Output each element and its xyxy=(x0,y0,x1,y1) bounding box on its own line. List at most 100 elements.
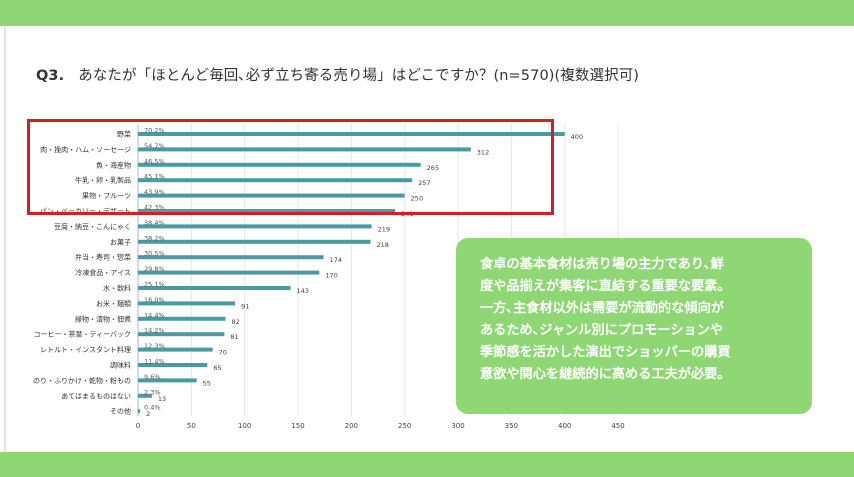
x-tick-label: 50 xyxy=(187,422,196,430)
value-label: 70 xyxy=(219,349,227,357)
question-title: Q3. あなたが「ほとんど毎回､必ず立ち寄る売り場」はどこですか？(n=570)(… xyxy=(36,64,639,85)
value-label: 82 xyxy=(231,318,239,326)
percent-label: 11.4% xyxy=(144,358,165,366)
category-label: 牛乳・卵・乳製品 xyxy=(75,176,131,185)
bar xyxy=(138,286,291,290)
percent-label: 70.2% xyxy=(144,127,165,135)
bar xyxy=(138,162,421,167)
callout-box: 食卓の基本食材は売り場の主力であり､鮮 度や品揃えが集客に直結する重要な要素。 … xyxy=(456,238,812,414)
bar xyxy=(138,193,405,198)
percent-label: 38.2% xyxy=(144,234,165,242)
value-label: 250 xyxy=(411,195,423,203)
x-tick-label: 450 xyxy=(611,422,624,430)
percent-label: 45.1% xyxy=(144,173,165,181)
percent-label: 46.5% xyxy=(144,157,165,165)
percent-label: 38.4% xyxy=(144,219,165,227)
bar xyxy=(138,178,413,183)
percent-label: 43.9% xyxy=(144,188,165,196)
bar xyxy=(138,224,372,229)
bar xyxy=(138,332,225,337)
category-label: のり・ふりかけ・乾物・粉もの xyxy=(33,376,131,385)
bar xyxy=(138,255,324,260)
percent-label: 29.8% xyxy=(144,265,165,273)
value-label: 218 xyxy=(377,241,389,249)
callout-line: あるため､ジャンル別にプロモーションや xyxy=(480,323,724,338)
percent-label: 9.6% xyxy=(144,373,161,381)
percent-label: 16.0% xyxy=(144,296,165,304)
percent-label: 12.3% xyxy=(144,342,165,350)
percent-label: 54.7% xyxy=(144,142,165,150)
category-label: 肉・挽肉・ハム・ソーセージ xyxy=(40,145,131,154)
bar xyxy=(138,409,141,414)
category-label: お米・麺類 xyxy=(96,299,131,308)
value-label: 265 xyxy=(427,164,439,172)
bar xyxy=(138,378,197,383)
category-label: レトルト・インスタント料理 xyxy=(40,345,131,354)
bottom-band xyxy=(0,452,854,477)
category-label: パン・ベーカリー・デザート xyxy=(40,207,131,216)
category-label: 弁当・寿司・惣菜 xyxy=(75,253,131,262)
bar xyxy=(138,132,565,136)
callout-line: 季節感を活かした演出でショッパーの購買 xyxy=(480,345,731,360)
bar xyxy=(138,347,213,352)
category-label: 豆腐・納豆・こんにゃく xyxy=(54,222,131,231)
value-label: 143 xyxy=(297,287,309,295)
value-label: 257 xyxy=(418,179,430,187)
question-number: Q3. xyxy=(36,68,65,84)
callout-line: 食卓の基本食材は売り場の主力であり､鮮 xyxy=(480,257,724,272)
value-label: 312 xyxy=(477,148,489,156)
category-label: 調味料 xyxy=(110,361,131,370)
percent-label: 2.3% xyxy=(144,388,161,396)
category-label: コーヒー・茶葉・ティーバック xyxy=(33,330,131,339)
category-label: 冷凍食品・アイス xyxy=(75,268,131,277)
value-label: 13 xyxy=(158,395,166,403)
callout-line: 度や品揃えが集客に直結する重要な要素。 xyxy=(480,279,731,294)
bar xyxy=(138,209,396,213)
top-band xyxy=(0,0,854,26)
x-tick-label: 100 xyxy=(238,422,251,430)
slide-edge xyxy=(4,26,6,452)
question-text: あなたが「ほとんど毎回､必ず立ち寄る売り場」はどこですか？(n=570)(複数選… xyxy=(78,68,640,84)
value-label: 170 xyxy=(325,272,337,280)
x-tick-label: 200 xyxy=(345,422,358,430)
percent-label: 42.3% xyxy=(144,204,165,212)
bar xyxy=(138,147,471,152)
value-label: 91 xyxy=(241,302,249,310)
highlight-box xyxy=(27,119,554,215)
bar xyxy=(138,239,371,244)
callout-line: 一方､主食材以外は需要が流動的な傾向が xyxy=(480,301,724,316)
category-label: 緑物・漬物・佃煮 xyxy=(75,314,131,323)
bar xyxy=(138,301,236,306)
value-label: 219 xyxy=(378,225,390,233)
category-label: その他 xyxy=(110,407,131,416)
value-label: 400 xyxy=(571,133,583,141)
category-label: お菓子 xyxy=(110,237,131,246)
bar xyxy=(138,316,226,321)
value-label: 2 xyxy=(146,410,150,418)
percent-label: 14.2% xyxy=(144,327,165,335)
x-tick-label: 300 xyxy=(451,422,464,430)
percent-label: 0.4% xyxy=(144,404,161,412)
x-tick-label: 350 xyxy=(505,422,518,430)
x-tick-label: 250 xyxy=(398,422,411,430)
value-label: 81 xyxy=(230,333,238,341)
percent-label: 25.1% xyxy=(144,281,165,289)
category-label: 果物・フルーツ xyxy=(82,191,131,200)
x-tick-label: 0 xyxy=(136,422,140,430)
callout-line: 意欲や関心を継続的に高める工夫が必要。 xyxy=(480,367,731,382)
percent-label: 30.5% xyxy=(144,250,165,258)
bar xyxy=(138,363,208,367)
bar xyxy=(138,270,320,275)
x-tick-label: 400 xyxy=(558,422,571,430)
bar xyxy=(138,393,152,398)
category-label: あてはまるものはない xyxy=(61,392,131,400)
x-tick-label: 150 xyxy=(291,422,304,430)
category-label: 野菜 xyxy=(117,130,131,139)
value-label: 65 xyxy=(213,364,221,372)
value-label: 174 xyxy=(330,256,342,264)
percent-label: 14.4% xyxy=(144,311,165,319)
category-label: 魚・海産物 xyxy=(96,160,131,169)
category-label: 水・飲料 xyxy=(103,284,131,293)
value-label: 55 xyxy=(203,379,211,387)
